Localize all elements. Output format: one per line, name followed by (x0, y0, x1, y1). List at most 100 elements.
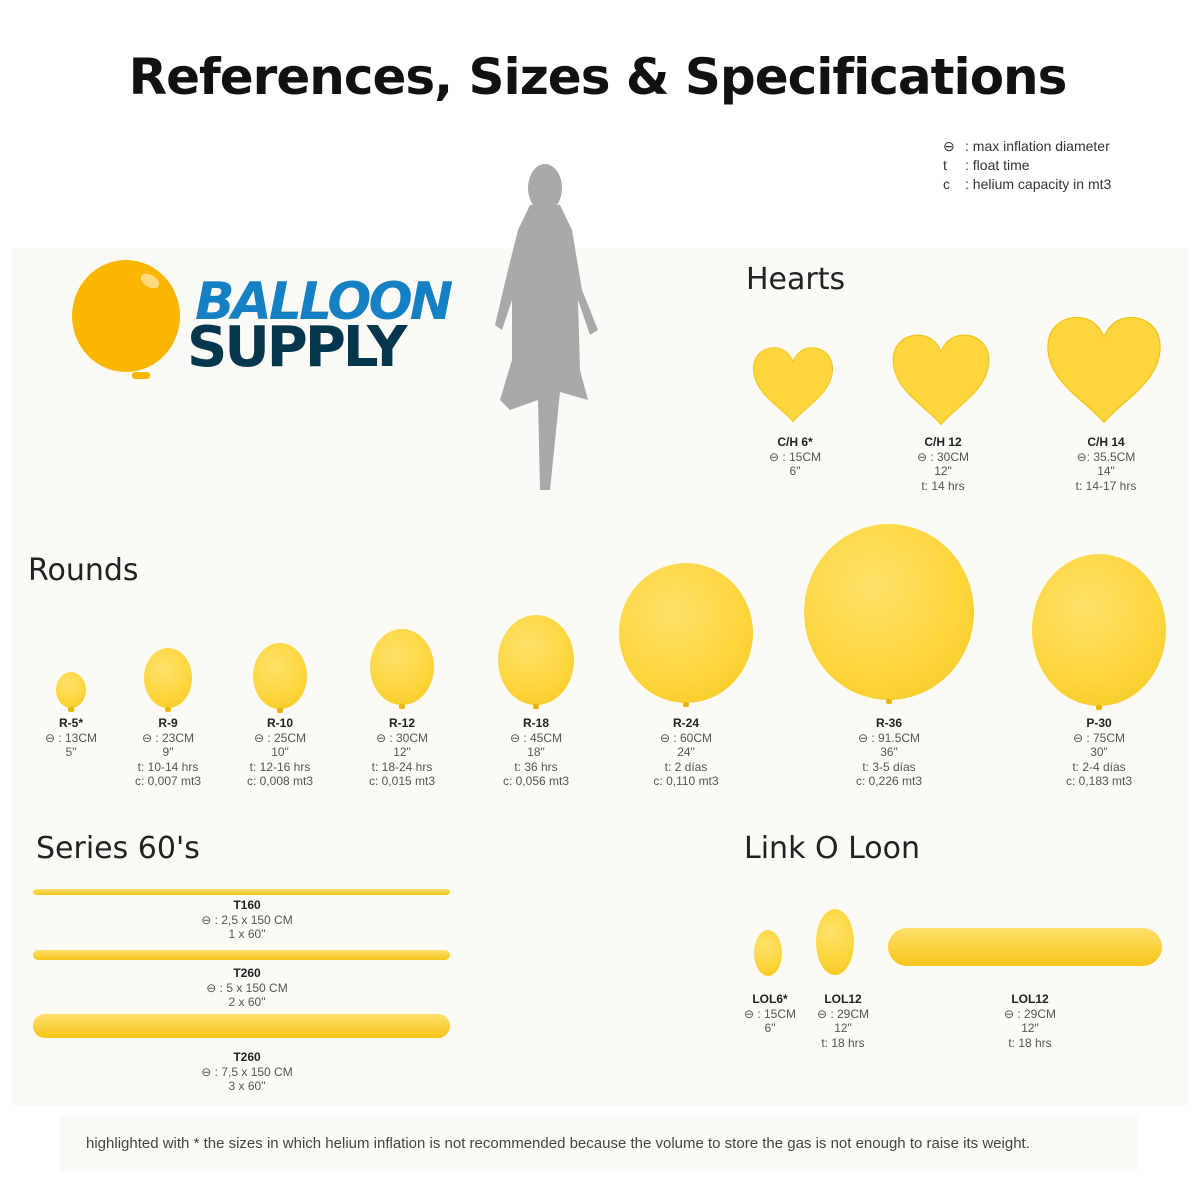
modelling-balloon (33, 1014, 450, 1038)
spec-code: R-5* (58, 716, 83, 730)
spec-diameter: ⊖ : 5 x 150 CM (206, 980, 288, 995)
spec-inches: 18" (527, 745, 545, 760)
spec-label: T260 ⊖ : 7,5 x 150 CM 3 x 60" (182, 1050, 312, 1094)
spec-inches: 24" (677, 745, 695, 760)
spec-time: t: 14-17 hrs (1075, 478, 1137, 493)
round-balloon (144, 648, 192, 708)
spec-code: T260 (233, 966, 261, 980)
spec-capacity: c: 0,183 mt3 (1065, 774, 1133, 789)
round-balloon (804, 524, 974, 700)
spec-label: C/H 14 ⊖: 35.5CM 14" t: 14-17 hrs (1041, 435, 1171, 493)
spec-time: t: 36 hrs (514, 759, 558, 774)
spec-code: C/H 14 (1087, 435, 1125, 449)
section-title-hearts: Hearts (746, 262, 846, 297)
spec-label: LOL6* ⊖ : 15CM 6" (705, 992, 835, 1036)
spec-diameter: ⊖ : 30CM (916, 449, 970, 464)
spec-time: t: 2 días (664, 759, 708, 774)
spec-inches: 6" (789, 464, 801, 479)
spec-inches: 12" (393, 745, 411, 760)
spec-code: T260 (233, 1050, 261, 1064)
spec-label: LOL12 ⊖ : 29CM 12" t: 18 hrs (965, 992, 1095, 1050)
spec-diameter: ⊖ : 7,5 x 150 CM (201, 1064, 293, 1079)
woman-silhouette-icon (495, 164, 598, 490)
link-balloon-long (888, 928, 1162, 966)
spec-time: t: 12-16 hrs (249, 759, 311, 774)
spec-inches: 14" (1097, 464, 1115, 479)
spec-diameter: ⊖ : 29CM (1003, 1006, 1057, 1021)
spec-inches: 9" (162, 745, 174, 760)
spec-code: LOL6* (752, 992, 788, 1006)
section-title-rounds: Rounds (28, 553, 139, 588)
spec-label: R-5* ⊖ : 13CM 5" (6, 716, 136, 760)
spec-code: R-10 (266, 716, 293, 730)
heart-balloon (753, 347, 833, 423)
spec-label: R-10 ⊖ : 25CM 10" t: 12-16 hrs c: 0,008 mt3 (215, 716, 345, 789)
spec-time: t: 10-14 hrs (137, 759, 199, 774)
spec-capacity: c: 0,056 mt3 (502, 774, 570, 789)
spec-time: t: 3-5 días (862, 759, 916, 774)
spec-diameter: ⊖ : 29CM (816, 1006, 870, 1021)
round-balloon (370, 629, 434, 705)
spec-code: C/H 12 (924, 435, 962, 449)
spec-capacity: c: 0,015 mt3 (368, 774, 436, 789)
spec-inches: 10" (271, 745, 289, 760)
spec-label: R-24 ⊖ : 60CM 24" t: 2 días c: 0,110 mt3 (621, 716, 751, 789)
spec-inches: 2 x 60" (228, 995, 266, 1010)
round-balloon (56, 672, 86, 708)
spec-label: R-12 ⊖ : 30CM 12" t: 18-24 hrs c: 0,015 mt3 (337, 716, 467, 789)
round-balloon (1032, 554, 1166, 706)
spec-diameter: ⊖ : 60CM (659, 730, 713, 745)
spec-diameter: ⊖: 35.5CM (1076, 449, 1136, 464)
spec-diameter: ⊖ : 45CM (509, 730, 563, 745)
spec-diameter: ⊖ : 15CM (743, 1006, 797, 1021)
spec-diameter: ⊖ : 15CM (768, 449, 822, 464)
spec-inches: 12" (1021, 1021, 1039, 1036)
spec-code: P-30 (1086, 716, 1112, 730)
logo-text-supply: SUPPLY (187, 315, 407, 380)
spec-inches: 30" (1090, 745, 1108, 760)
legend-item: c: helium capacity in mt3 (943, 176, 1112, 192)
spec-diameter: ⊖ : 91.5CM (857, 730, 921, 745)
logo-text-balloon: BALLOON (195, 272, 453, 332)
spec-inches: 3 x 60" (228, 1079, 266, 1094)
footer-note: highlighted with * the sizes in which he… (60, 1116, 1138, 1171)
spec-capacity: c: 0,226 mt3 (855, 774, 923, 789)
spec-capacity: c: 0,008 mt3 (246, 774, 314, 789)
spec-diameter: ⊖ : 75CM (1072, 730, 1126, 745)
link-balloon (816, 909, 854, 975)
spec-diameter: ⊖ : 2,5 x 150 CM (201, 912, 293, 927)
logo-balloon-icon (72, 260, 180, 372)
heart-balloon (892, 334, 990, 426)
spec-inches: 36" (880, 745, 898, 760)
spec-code: R-24 (672, 716, 699, 730)
round-balloon (253, 643, 307, 709)
legend-item: ⊖: max inflation diameter (943, 138, 1110, 154)
spec-label: P-30 ⊖ : 75CM 30" t: 2-4 días c: 0,183 mt3 (1034, 716, 1164, 789)
spec-time: t: 18 hrs (821, 1035, 865, 1050)
spec-label: T260 ⊖ : 5 x 150 CM 2 x 60" (182, 966, 312, 1010)
spec-label: C/H 12 ⊖ : 30CM 12" t: 14 hrs (878, 435, 1008, 493)
spec-code: T160 (233, 898, 261, 912)
spec-diameter: ⊖ : 23CM (141, 730, 195, 745)
section-title-link-o-loon: Link O Loon (744, 831, 921, 866)
page-title: References, Sizes & Specifications (128, 48, 1068, 106)
modelling-balloon (33, 889, 450, 895)
spec-capacity: c: 0,110 mt3 (653, 774, 719, 789)
spec-code: R-9 (158, 716, 178, 730)
round-balloon (498, 615, 574, 705)
spec-inches: 12" (934, 464, 952, 479)
spec-code: R-12 (388, 716, 415, 730)
link-balloon (754, 930, 782, 976)
spec-diameter: ⊖ : 13CM (44, 730, 98, 745)
legend-item: t: float time (943, 157, 1030, 173)
spec-code: R-36 (875, 716, 902, 730)
spec-code: LOL12 (824, 992, 862, 1006)
spec-inches: 5" (65, 745, 77, 760)
spec-diameter: ⊖ : 30CM (375, 730, 429, 745)
spec-label: LOL12 ⊖ : 29CM 12" t: 18 hrs (778, 992, 908, 1050)
spec-time: t: 14 hrs (921, 478, 965, 493)
spec-label: T160 ⊖ : 2,5 x 150 CM 1 x 60" (182, 898, 312, 942)
spec-time: t: 18 hrs (1008, 1035, 1052, 1050)
spec-label: R-36 ⊖ : 91.5CM 36" t: 3-5 días c: 0,226 mt3 (824, 716, 954, 789)
spec-time: t: 2-4 días (1072, 759, 1126, 774)
